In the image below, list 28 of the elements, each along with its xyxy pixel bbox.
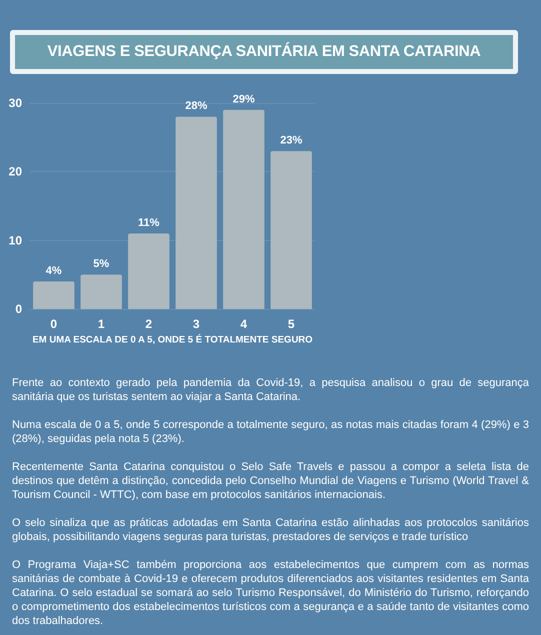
- bar: [33, 282, 74, 309]
- y-tick-label: 20: [8, 164, 22, 179]
- bar: [270, 151, 312, 309]
- data-label: 23%: [280, 134, 302, 147]
- x-axis-title: EM UMA ESCALA DE 0 A 5, ONDE 5 É TOTALMENTE SEGURO: [32, 333, 313, 346]
- bar: [176, 116, 217, 309]
- x-tick-label: 4: [240, 317, 248, 331]
- x-tick-label: 1: [98, 317, 105, 331]
- x-tick-label: 3: [192, 317, 200, 331]
- text: O selo sinaliza que as práticas adotadas em Santa Catarina estão alinhadas aos protocolos sanitários globais, possibilitando viagens seguras para turistas, prestadores de serviços e trade turístico: [12, 516, 529, 544]
- data-label: 5%: [93, 258, 110, 270]
- y-tick-label: 30: [8, 96, 22, 110]
- x-tick-label: 0: [50, 317, 58, 331]
- x-tick-label: 2: [145, 317, 152, 331]
- data-label: 11%: [138, 216, 160, 229]
- text: Numa escala de 0 a 5, onde 5 corresponde a totalmente seguro, as notas mais citadas foram 4 (29%) e 3 (28%), seguidas pela nota 5 (23%).: [12, 418, 529, 446]
- bar: [128, 233, 170, 309]
- text: O Programa Viaja+SC também proporciona aos estabelecimentos que cumprem com as normas sanitárias de combate à Covid-19 e oferecem produtos diferenciados aos visitantes residentes em Santa Catarina. O selo estadual se somará ao selo Turismo Responsável, do Ministério do Turismo, reforçando o comprometimento dos estabelecimentos turísticos com a segurança e a saúde tanto de visitantes como dos trabalhadores.: [12, 558, 529, 628]
- x-tick-label: 5: [288, 317, 295, 331]
- y-tick-label: 10: [8, 233, 22, 248]
- y-tick-label: 0: [15, 302, 22, 316]
- data-label: 4%: [46, 265, 62, 278]
- text: Frente ao contexto gerado pela pandemia da Covid-19, a pesquisa analisou o grau de segurança sanitária que os turistas sentem ao viajar a Santa Catarina.: [12, 376, 529, 404]
- data-label: 29%: [232, 93, 255, 106]
- bar: [80, 274, 122, 309]
- text: Recentemente Santa Catarina conquistou o Selo Safe Travels e passou a compor a seleta lista de destinos que detêm a distinção, concedida pelo Conselho Mundial de Viagens e Turismo (World Travel & Tourism Council - WTTC), com base em protocolos sanitários internacionais.: [12, 460, 529, 502]
- data-label: 28%: [185, 100, 208, 112]
- bar: [223, 110, 264, 309]
